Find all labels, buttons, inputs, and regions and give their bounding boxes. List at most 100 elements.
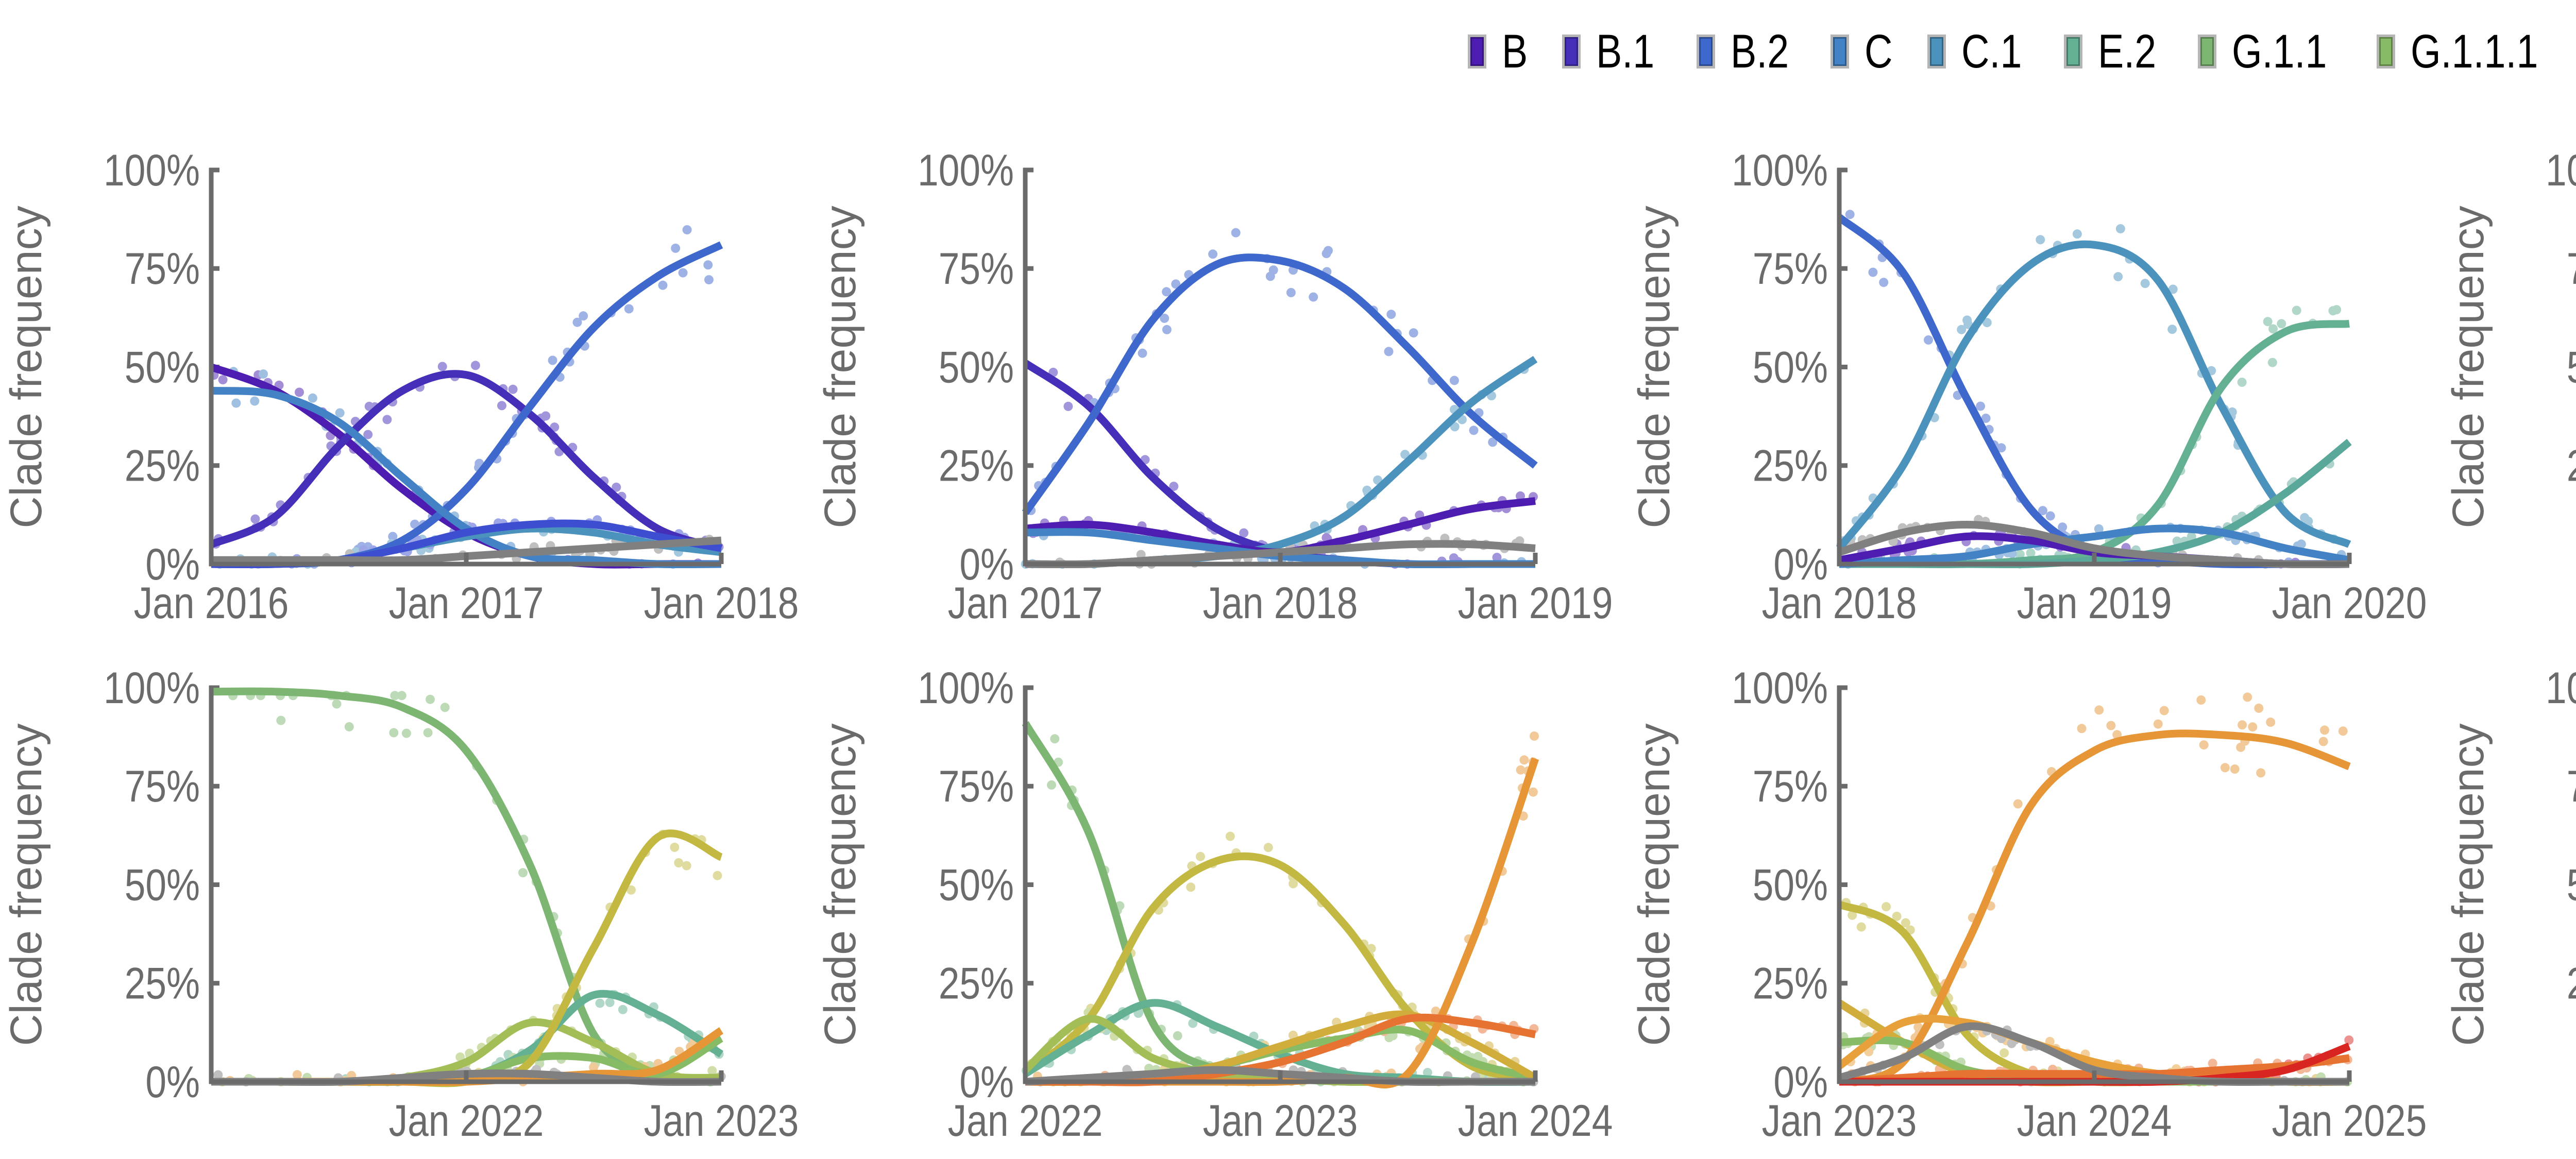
data-point — [1239, 528, 1249, 538]
y-tick-label: 25% — [2567, 441, 2576, 490]
data-point — [1169, 482, 1179, 491]
x-tick-label: Jan 2018 — [1762, 578, 1917, 627]
legend-item-c: C — [1830, 25, 1893, 79]
y-tick-label: 50% — [125, 343, 200, 392]
y-tick-label: 50% — [939, 343, 1014, 392]
data-point — [2199, 740, 2209, 750]
data-point — [1882, 902, 1891, 912]
data-point — [579, 311, 588, 321]
y-tick-label: 100% — [1732, 663, 1828, 712]
legend-label: C — [1864, 25, 1893, 78]
legend-swatch — [1927, 35, 1946, 69]
data-point — [1400, 450, 1410, 459]
x-tick-label: Jan 2024 — [1458, 1096, 1613, 1145]
y-tick-label: 50% — [2567, 860, 2576, 910]
y-axis-label: Clade frequency — [2444, 723, 2493, 1046]
y-tick-label: 100% — [104, 145, 200, 195]
y-tick-label: 75% — [2567, 244, 2576, 294]
y-tick-label: 0% — [1773, 539, 1828, 589]
data-point — [231, 398, 241, 408]
chart-panel-row2-col3: Clade frequency 0% 25% 50% 75% 100% Jan 2023 Ja… — [1630, 663, 2427, 1145]
y-tick-label: 25% — [1753, 441, 1828, 490]
data-point — [213, 1070, 223, 1080]
data-point — [2303, 516, 2313, 526]
y-tick-label: 25% — [2567, 959, 2576, 1008]
y-tick-label: 25% — [939, 441, 1014, 490]
data-point — [2344, 1035, 2354, 1045]
data-point — [1528, 787, 1538, 797]
data-point — [1957, 325, 1967, 334]
x-tick-label: Jan 2019 — [2017, 578, 2172, 627]
y-axis-label: Clade frequency — [1630, 206, 1679, 528]
data-point — [410, 519, 420, 529]
legend-swatch — [1468, 35, 1487, 69]
data-point — [2058, 522, 2067, 532]
data-point — [2187, 532, 2196, 541]
y-tick-label: 100% — [2546, 145, 2576, 195]
x-tick-label: Jan 2018 — [644, 578, 799, 627]
legend-swatch — [2198, 35, 2217, 69]
y-axis-label: Clade frequency — [816, 206, 865, 528]
legend-swatch — [1696, 35, 1715, 69]
data-point — [1469, 425, 1479, 435]
legend-label: E.2 — [2098, 25, 2157, 78]
data-point — [548, 355, 557, 365]
data-point — [1492, 553, 1502, 563]
data-point — [1530, 731, 1539, 741]
legend-item-c-1: C.1 — [1927, 25, 2028, 79]
data-point — [1868, 267, 1878, 277]
x-tick-label: Jan 2025 — [2272, 1096, 2427, 1145]
data-point — [626, 885, 636, 895]
y-tick-label: 25% — [939, 959, 1014, 1008]
series-line-b-2 — [1837, 214, 2349, 569]
data-point — [295, 387, 304, 397]
chart-panel-row1-col1: Clade frequency 0% 25% 50% 75% 100% Jan 2016 Ja… — [2, 145, 799, 627]
data-point — [335, 408, 345, 418]
data-point — [703, 260, 713, 270]
data-point — [1289, 879, 1298, 889]
data-point — [2256, 768, 2266, 778]
data-point — [1488, 437, 1498, 447]
y-tick-label: 25% — [125, 959, 200, 1008]
y-axis-label: Clade frequency — [2444, 206, 2493, 528]
data-point — [2243, 692, 2252, 702]
data-point — [2267, 357, 2277, 367]
x-tick-label: Jan 2023 — [1762, 1096, 1917, 1145]
data-point — [2254, 703, 2264, 713]
data-point — [1856, 922, 1866, 932]
data-point — [1162, 287, 1172, 297]
data-point — [437, 362, 447, 371]
legend-item-b: B — [1468, 25, 1528, 79]
data-point — [674, 858, 684, 867]
data-point — [250, 514, 260, 524]
y-tick-label: 50% — [1753, 343, 1828, 392]
data-point — [2045, 511, 2055, 521]
data-point — [1879, 278, 1889, 287]
data-point — [470, 361, 480, 370]
y-tick-label: 25% — [125, 441, 200, 490]
data-point — [713, 871, 722, 880]
x-tick-label: Jan 2024 — [2017, 1096, 2172, 1145]
data-point — [518, 868, 528, 878]
data-point — [2094, 524, 2104, 534]
y-tick-label: 75% — [125, 244, 200, 294]
data-point — [670, 842, 680, 852]
data-point — [1208, 249, 1218, 259]
x-tick-label: Jan 2019 — [1458, 578, 1613, 627]
data-point — [589, 1062, 599, 1072]
data-point — [2013, 799, 2023, 809]
legend-item-b-2: B.2 — [1696, 25, 1794, 79]
y-tick-label: 100% — [104, 663, 200, 712]
legend-swatch — [2377, 35, 2396, 69]
data-point — [1996, 443, 2006, 453]
data-point — [2320, 725, 2329, 735]
legend-swatch — [2064, 35, 2083, 69]
data-point — [259, 369, 268, 379]
data-point — [2026, 548, 2036, 558]
data-point — [2268, 324, 2278, 334]
data-point — [2038, 506, 2047, 516]
data-point — [682, 861, 691, 871]
series-line-j-2 — [1838, 729, 2351, 1086]
data-point — [1449, 553, 1459, 563]
data-point — [308, 393, 317, 403]
